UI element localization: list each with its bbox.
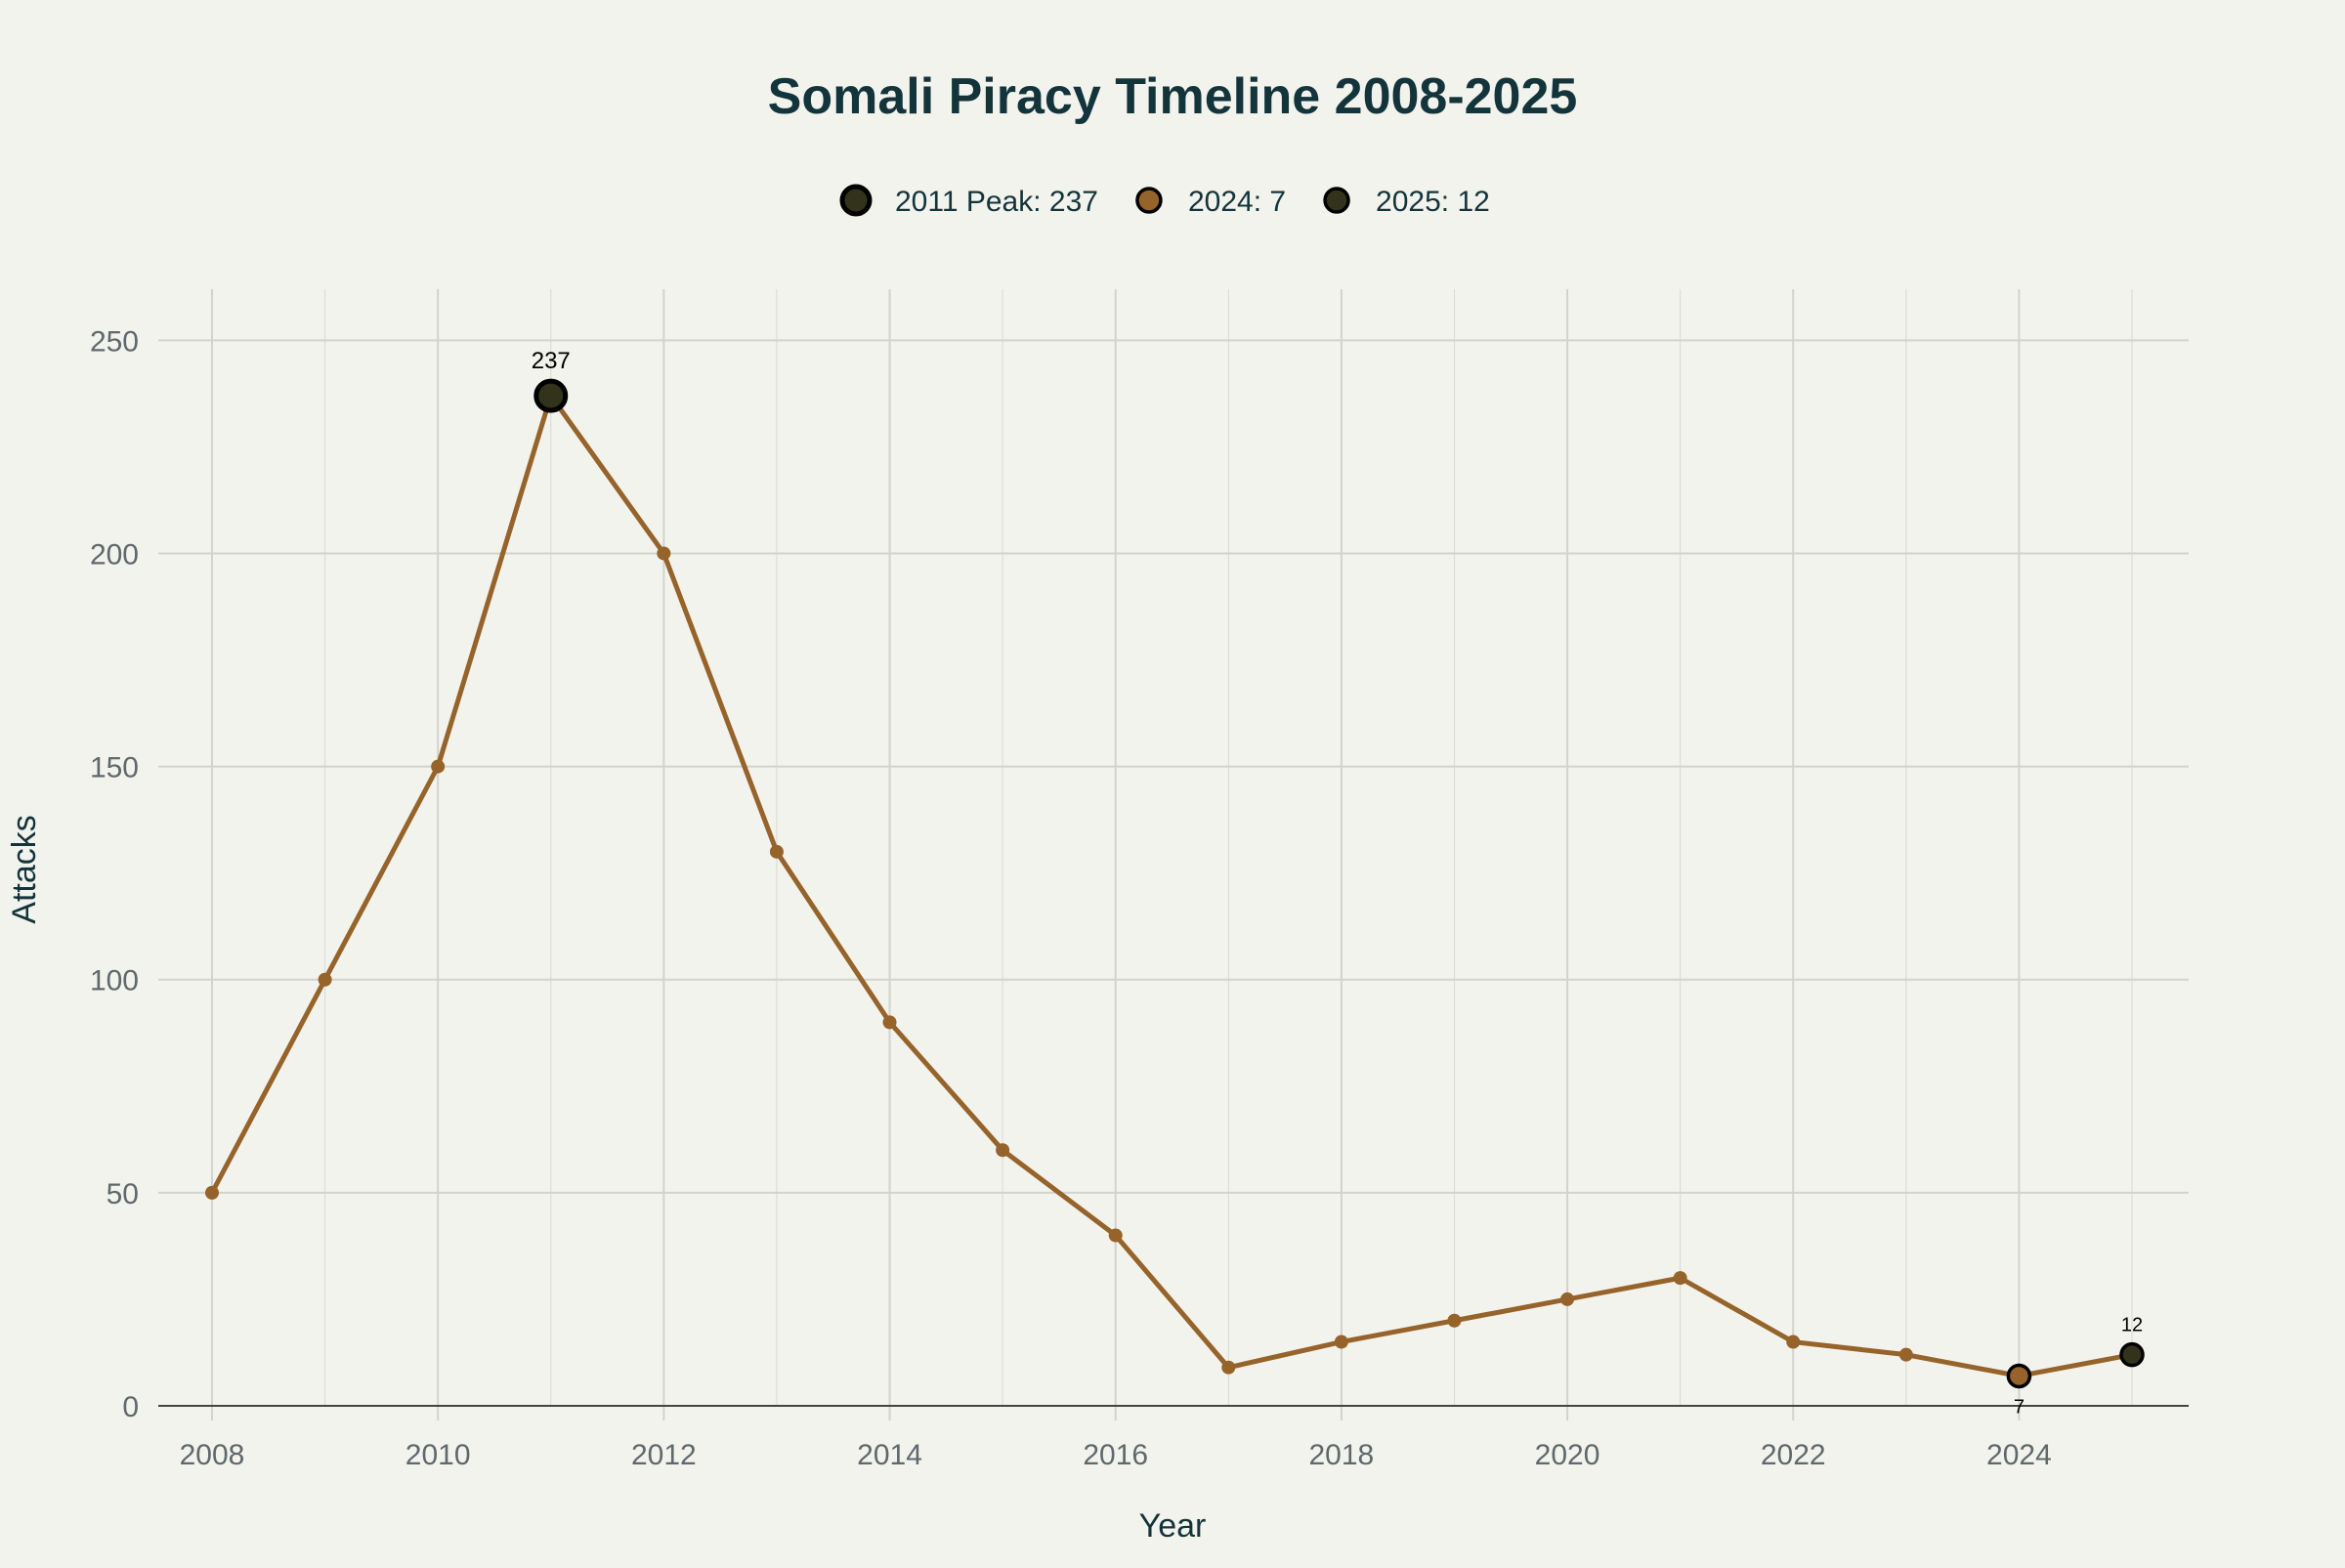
legend-label: 2011 Peak: 237 <box>895 186 1098 218</box>
series: 237 7 12 <box>205 348 2145 1418</box>
grid <box>158 289 2189 1420</box>
legend: 2011 Peak: 237 2024: 7 2025: 12 <box>839 184 1490 218</box>
y-tick-label: 250 <box>90 325 139 358</box>
data-point <box>1334 1335 1348 1349</box>
axes: 2008 2010 2012 2014 2016 2018 2020 2022 2024 0 50 1… <box>90 325 2189 1471</box>
data-point <box>1560 1292 1575 1306</box>
highlight-point <box>2119 1341 2145 1368</box>
legend-marker <box>1323 187 1350 214</box>
data-point <box>657 546 671 561</box>
data-point <box>769 844 784 859</box>
x-tick-label: 2024 <box>1986 1439 2052 1471</box>
x-tick-label: 2016 <box>1083 1439 1148 1471</box>
legend-label: 2024: 7 <box>1188 186 1286 218</box>
data-point <box>1786 1335 1801 1349</box>
legend-marker <box>839 184 873 217</box>
data-point <box>882 1015 897 1030</box>
data-point <box>1898 1347 1913 1362</box>
series-line <box>209 393 2133 1378</box>
x-axis-label: Year <box>1139 1507 1207 1545</box>
y-tick-label: 100 <box>90 965 139 997</box>
highlight-point <box>2006 1363 2032 1389</box>
y-axis-label: Attacks <box>6 815 43 923</box>
legend-label: 2025: 12 <box>1376 186 1490 218</box>
x-tick-label: 2014 <box>857 1439 922 1471</box>
data-point <box>1447 1313 1462 1328</box>
x-tick-label: 2008 <box>180 1439 245 1471</box>
data-point <box>996 1143 1010 1158</box>
highlight-point <box>533 378 569 413</box>
y-tick-label: 200 <box>90 538 139 571</box>
x-tick-label: 2022 <box>1761 1439 1826 1471</box>
data-point <box>205 1185 219 1200</box>
y-tick-label: 150 <box>90 752 139 784</box>
x-tick-label: 2012 <box>631 1439 697 1471</box>
y-tick-label: 0 <box>122 1391 139 1423</box>
data-point <box>431 759 446 774</box>
data-label: 7 <box>2014 1396 2025 1418</box>
data-point <box>1673 1271 1687 1286</box>
data-label: 237 <box>532 348 571 374</box>
y-tick-label: 50 <box>107 1178 139 1210</box>
data-point <box>318 972 332 987</box>
data-label: 12 <box>2121 1315 2143 1336</box>
data-point <box>1108 1228 1123 1243</box>
x-tick-label: 2018 <box>1309 1439 1375 1471</box>
legend-marker <box>1135 187 1163 214</box>
data-point <box>1221 1360 1236 1375</box>
x-tick-label: 2020 <box>1535 1439 1600 1471</box>
x-tick-label: 2010 <box>405 1439 471 1471</box>
chart-title: Somali Piracy Timeline 2008-2025 <box>768 68 1578 125</box>
